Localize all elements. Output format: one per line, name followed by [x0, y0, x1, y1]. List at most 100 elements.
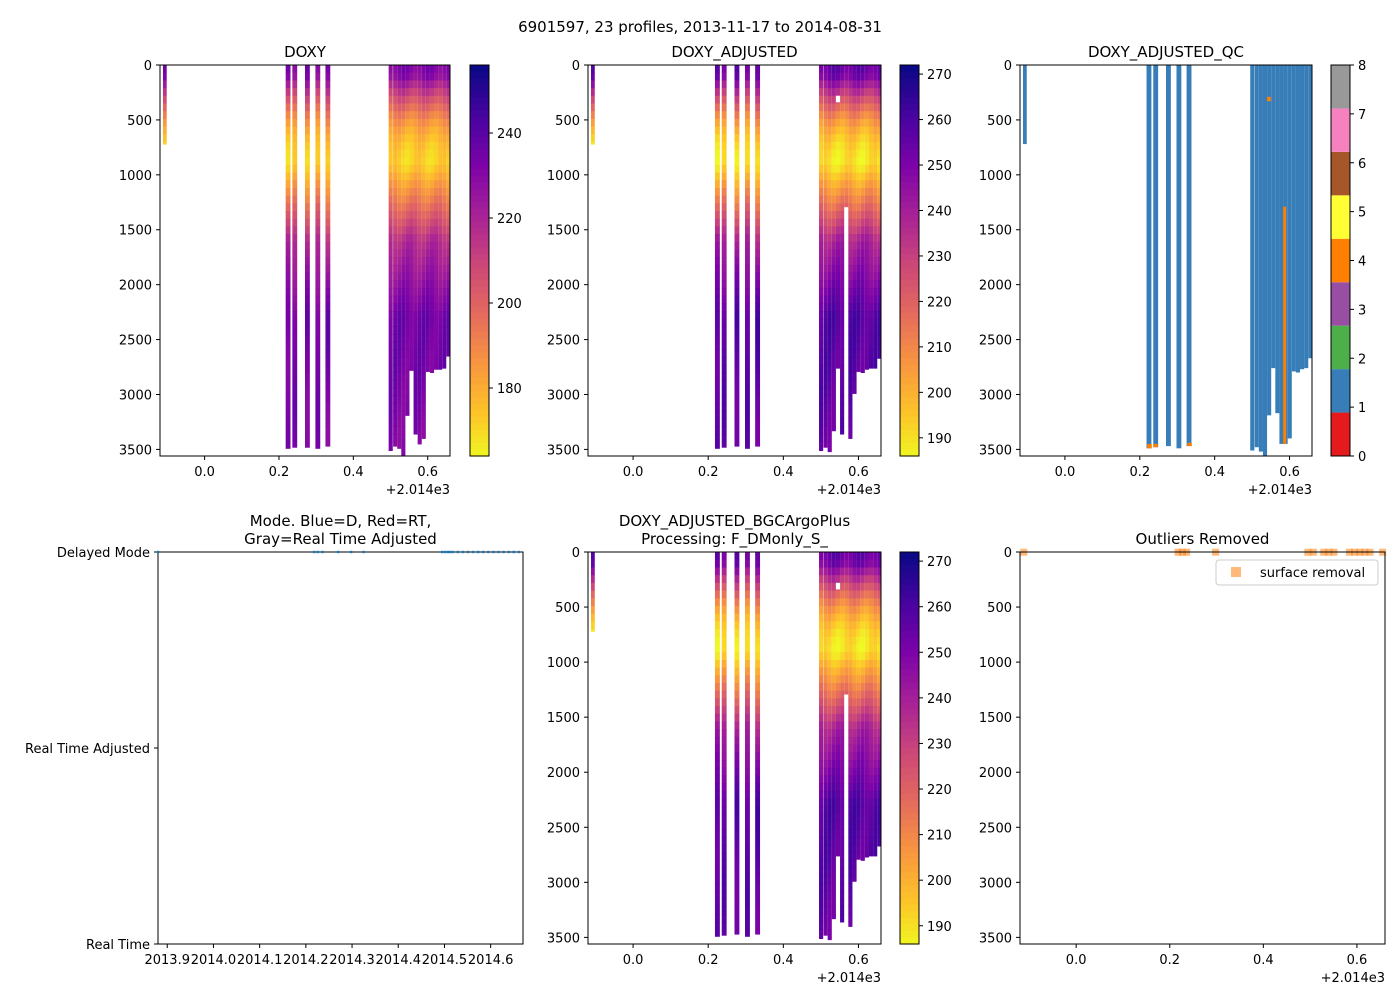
- profile-cell: [446, 264, 450, 274]
- profile-cell: [840, 706, 845, 715]
- profile-cell: [413, 287, 418, 297]
- profile-cell: [873, 218, 878, 227]
- profile-cell: [745, 357, 750, 366]
- profile-column: [819, 552, 824, 939]
- profile-cell: [425, 272, 430, 281]
- profile-cell: [868, 567, 874, 576]
- missing-cell: [835, 95, 841, 103]
- colorbar-segment: [1331, 151, 1350, 196]
- qc-flag4-segment: [1283, 206, 1287, 444]
- profile-cell: [409, 172, 414, 181]
- profile-cell: [864, 821, 869, 830]
- profile-cell: [856, 341, 861, 350]
- profile-cell: [714, 241, 720, 251]
- profile-cell: [721, 311, 727, 320]
- profile-cell: [860, 575, 865, 584]
- profile-cell: [285, 88, 291, 97]
- profile-column: [831, 552, 836, 920]
- profile-cell: [873, 582, 878, 592]
- mode-point: [512, 550, 515, 554]
- profile-cell: [325, 387, 331, 397]
- profile-column: [835, 65, 841, 369]
- profile-column: [714, 65, 720, 449]
- profile-cell: [827, 883, 832, 892]
- profile-cell: [745, 380, 750, 389]
- profile-column: [315, 65, 321, 449]
- profile-cell: [305, 172, 310, 181]
- profile-cell: [840, 582, 845, 592]
- profile-cell: [405, 349, 410, 358]
- profile-cell: [442, 211, 447, 220]
- profile-cell: [388, 349, 393, 358]
- subplot-title: DOXY_ADJUSTED_QC: [1088, 43, 1244, 62]
- profile-cell: [831, 118, 836, 128]
- profile-cell: [868, 188, 874, 197]
- colorbar-segment: [900, 208, 919, 216]
- y-tick-label: 3500: [979, 443, 1012, 458]
- profile-cell: [823, 852, 828, 861]
- profile-cell: [292, 364, 298, 374]
- profile-cell: [755, 257, 761, 266]
- profile-cell: [325, 195, 331, 204]
- profile-cell: [852, 318, 857, 327]
- profile-cell: [397, 434, 402, 443]
- profile-cell: [877, 806, 881, 815]
- profile-cell: [388, 257, 393, 266]
- profile-cell: [285, 264, 291, 274]
- profile-cell: [755, 434, 761, 443]
- profile-cell: [405, 295, 410, 304]
- colorbar-segment: [900, 123, 919, 131]
- profile-cell: [401, 326, 406, 335]
- profile-cell: [819, 311, 824, 320]
- y-tick-label: 2500: [547, 334, 580, 349]
- profile-cell: [315, 126, 321, 135]
- profile-cell: [714, 683, 720, 692]
- profile-cell: [421, 349, 426, 358]
- profile-cell: [827, 257, 832, 266]
- x-tick-label: 0.2: [269, 465, 290, 480]
- profile-cell: [864, 775, 869, 784]
- profile-cell: [405, 341, 410, 350]
- profile-cell: [868, 65, 874, 74]
- profile-cell: [745, 736, 750, 746]
- profile-cell: [401, 211, 406, 220]
- profile-cell: [745, 652, 750, 661]
- profile-cell: [852, 126, 857, 135]
- profile-cell: [873, 598, 878, 607]
- colorbar-segment: [900, 826, 919, 834]
- colorbar-segment: [900, 110, 919, 118]
- profile-cell: [421, 357, 426, 366]
- mode-point: [492, 550, 495, 554]
- profile-cell: [819, 172, 824, 181]
- profile-cell: [827, 211, 832, 220]
- profile-cell: [393, 349, 398, 358]
- profile-cell: [745, 760, 750, 769]
- profile-cell: [823, 195, 828, 204]
- profile-cell: [873, 767, 878, 777]
- profile-cell: [755, 272, 761, 281]
- colorbar-segment: [470, 403, 489, 411]
- profile-cell: [848, 303, 853, 312]
- profile-cell: [823, 357, 828, 366]
- colorbar-segment: [900, 247, 919, 255]
- profile-cell: [446, 295, 450, 304]
- profile-cell: [819, 134, 824, 143]
- profile-cell: [315, 172, 321, 181]
- profile-cell: [864, 844, 869, 854]
- profile-cell: [417, 65, 422, 74]
- profile-cell: [315, 349, 321, 358]
- profile-cell: [864, 287, 869, 297]
- profile-cell: [325, 357, 331, 366]
- profile-cell: [877, 814, 881, 823]
- profile-cell: [755, 875, 761, 884]
- profile-cell: [840, 852, 845, 861]
- profile-cell: [393, 157, 398, 166]
- profile-cell: [397, 426, 402, 435]
- x-tick-label: 2014.3: [329, 953, 375, 968]
- profile-cell: [714, 552, 720, 561]
- colorbar-segment: [900, 937, 919, 945]
- profile-cell: [868, 690, 874, 699]
- profile-cell: [823, 280, 828, 289]
- colorbar-segment: [470, 358, 489, 366]
- profile-cell: [393, 257, 398, 266]
